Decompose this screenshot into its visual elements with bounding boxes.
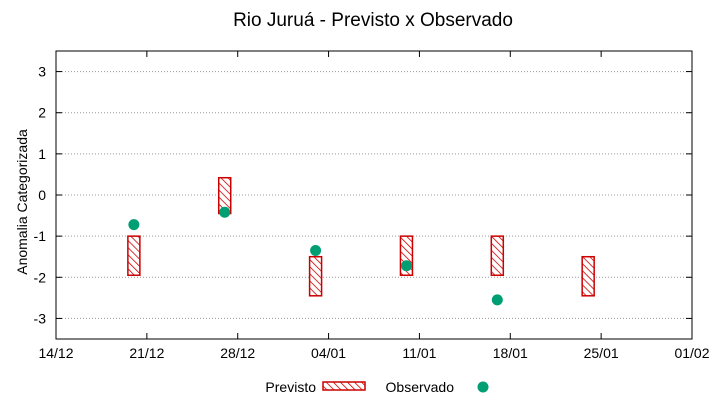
forecast-range-bar [127, 235, 141, 276]
legend-label-observado: Observado [386, 379, 455, 395]
y-axis-label: Anomalia Categorizada [14, 129, 30, 275]
observed-point [219, 206, 231, 218]
y-tick-label: -3 [34, 310, 47, 326]
x-tick-label: 18/01 [493, 345, 528, 361]
legend-label-previsto: Previsto [265, 379, 316, 395]
x-tick-label: 04/01 [311, 345, 346, 361]
chart-title: Rio Juruá - Previsto x Observado [233, 10, 513, 31]
y-tick-label: 2 [38, 105, 46, 121]
x-tick-label: 25/01 [584, 345, 619, 361]
legend-swatch-previsto [322, 381, 366, 391]
legend: Previsto Observado [265, 379, 489, 395]
observed-point [400, 260, 412, 272]
y-tick-label: -1 [34, 228, 47, 244]
observed-point [310, 245, 322, 257]
grid-lines [56, 71, 692, 319]
y-tick-label: -2 [34, 269, 47, 285]
forecast-range-bar [581, 255, 595, 297]
x-tick-label: 11/01 [402, 345, 436, 361]
x-tick-label: 21/12 [129, 345, 164, 361]
x-tick-label: 14/12 [38, 345, 73, 361]
y-tick-label: 3 [38, 64, 46, 80]
plot-frame [55, 50, 693, 340]
legend-swatch-observado [477, 381, 489, 393]
axis-ticks: 3 2 1 0 -1 -2 -3 14/12 21/12 28/12 04/01 11/01 18/01… [34, 51, 710, 361]
y-tick-label: 0 [38, 187, 46, 203]
data-marks [127, 176, 595, 306]
x-tick-label: 01/02 [674, 345, 709, 361]
observed-point [128, 219, 140, 231]
forecast-range-bar [308, 255, 323, 297]
x-tick-label: 28/12 [220, 345, 255, 361]
y-tick-label: 1 [38, 146, 46, 162]
forecast-range-bar [490, 235, 505, 276]
observed-point [491, 294, 503, 306]
